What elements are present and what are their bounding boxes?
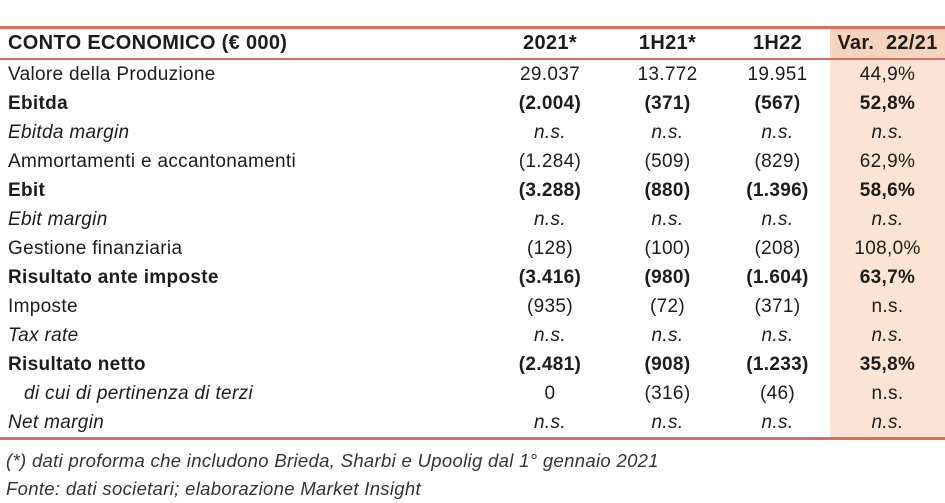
row-label: Risultato ante imposte — [8, 266, 219, 288]
table-row: Ebit (3.288) (880) (1.396) 58,6% — [0, 176, 945, 205]
cell-1h22: n.s. — [761, 208, 794, 230]
cell-1h21: n.s. — [651, 208, 684, 230]
cell-var-22-21: 52,8% — [830, 89, 945, 118]
cell-1h21: 13.772 — [637, 63, 698, 85]
top-margin — [0, 0, 945, 26]
column-header-2021: 2021* — [523, 32, 577, 54]
cell-2021: (2.004) — [518, 92, 582, 114]
cell-var-22-21: 62,9% — [830, 147, 945, 176]
footnote-source: Fonte: dati societari; elaborazione Mark… — [6, 478, 421, 499]
cell-2021: n.s. — [534, 208, 566, 230]
cell-1h22: 19.951 — [747, 63, 808, 85]
cell-1h21: (371) — [644, 92, 691, 114]
cell-1h21: (880) — [644, 179, 691, 201]
cell-2021: n.s. — [534, 411, 566, 433]
row-label: Ebit — [8, 179, 46, 201]
cell-2021: (3.288) — [518, 179, 582, 201]
cell-1h21: n.s. — [651, 324, 684, 346]
cell-var-22-21: 108,0% — [830, 234, 945, 263]
table-row: Ebit margin n.s. n.s. n.s. n.s. — [0, 205, 945, 234]
cell-2021: n.s. — [534, 121, 566, 143]
row-label: Imposte — [8, 295, 78, 317]
row-label: Net margin — [8, 411, 105, 433]
column-header-var: Var. 22/21 — [830, 29, 945, 58]
cell-2021: n.s. — [534, 324, 566, 346]
row-label: Tax rate — [8, 324, 79, 346]
cell-2021: (3.416) — [518, 266, 582, 288]
column-header-1h22: 1H22 — [752, 32, 803, 54]
cell-1h21: (509) — [644, 150, 691, 172]
row-label: Ebitda margin — [8, 121, 130, 143]
cell-1h22: (567) — [754, 92, 801, 114]
cell-1h22: (371) — [754, 295, 801, 317]
cell-2021: (935) — [527, 295, 573, 317]
cell-1h21: n.s. — [651, 411, 684, 433]
cell-1h22: n.s. — [761, 411, 794, 433]
table-row: di cui di pertinenza di terzi 0 (316) (4… — [0, 379, 945, 408]
top-rule — [0, 26, 945, 29]
cell-1h21: n.s. — [651, 121, 684, 143]
table-row: Valore della Produzione 29.037 13.772 19… — [0, 60, 945, 89]
row-label: Ebitda — [8, 92, 68, 114]
footnotes: (*) dati proforma che includono Brieda, … — [0, 440, 945, 503]
row-label: Valore della Produzione — [8, 63, 216, 85]
row-label: di cui di pertinenza di terzi — [24, 382, 253, 404]
cell-1h22: (1.396) — [746, 179, 809, 201]
cell-var-22-21: n.s. — [830, 292, 945, 321]
cell-1h21: (72) — [649, 295, 686, 317]
cell-1h22: (1.604) — [746, 266, 809, 288]
cell-var-22-21: n.s. — [830, 379, 945, 408]
cell-var-22-21: 35,8% — [830, 350, 945, 379]
table-title: CONTO ECONOMICO (€ 000) — [8, 32, 288, 54]
bottom-rule — [0, 437, 945, 440]
cell-1h22: (829) — [754, 150, 801, 172]
cell-var-22-21: 58,6% — [830, 176, 945, 205]
cell-2021: (1.284) — [518, 150, 582, 172]
table-row: Risultato netto (2.481) (908) (1.233) 35… — [0, 350, 945, 379]
table-row: Risultato ante imposte (3.416) (980) (1.… — [0, 263, 945, 292]
cell-var-22-21: n.s. — [830, 205, 945, 234]
table-row: Ammortamenti e accantonamenti (1.284) (5… — [0, 147, 945, 176]
cell-1h21: (100) — [644, 237, 691, 259]
cell-var-22-21: n.s. — [830, 118, 945, 147]
row-label: Gestione finanziaria — [8, 237, 183, 259]
row-label: Ebit margin — [8, 208, 108, 230]
cell-2021: 29.037 — [519, 63, 581, 85]
header-rule — [0, 58, 945, 60]
table-row: Imposte (935) (72) (371) n.s. — [0, 292, 945, 321]
cell-var-22-21: n.s. — [830, 321, 945, 350]
cell-1h21: (980) — [644, 266, 691, 288]
table-row: Ebitda margin n.s. n.s. n.s. n.s. — [0, 118, 945, 147]
table-row: Tax rate n.s. n.s. n.s. n.s. — [0, 321, 945, 350]
table-row: Gestione finanziaria (128) (100) (208) 1… — [0, 234, 945, 263]
cell-var-22-21: 44,9% — [830, 60, 945, 89]
cell-1h21: (908) — [644, 353, 691, 375]
cell-1h22: (46) — [759, 382, 796, 404]
cell-1h21: (316) — [644, 382, 691, 404]
cell-1h22: (1.233) — [746, 353, 809, 375]
table-header-row: CONTO ECONOMICO (€ 000) 2021* 1H21* 1H22… — [0, 29, 945, 58]
cell-var-22-21: 63,7% — [830, 263, 945, 292]
cell-1h22: n.s. — [761, 121, 794, 143]
row-label: Risultato netto — [8, 353, 146, 375]
cell-2021: (128) — [527, 237, 573, 259]
table-row: Net margin n.s. n.s. n.s. n.s. — [0, 408, 945, 437]
cell-2021: (2.481) — [518, 353, 582, 375]
cell-2021: 0 — [544, 382, 556, 404]
cell-var-22-21: n.s. — [830, 408, 945, 437]
table-row: Ebitda (2.004) (371) (567) 52,8% — [0, 89, 945, 118]
table-body: Valore della Produzione 29.037 13.772 19… — [0, 60, 945, 437]
column-header-1h21: 1H21* — [638, 32, 697, 54]
row-label: Ammortamenti e accantonamenti — [8, 150, 297, 172]
cell-1h22: n.s. — [761, 324, 794, 346]
footnote-proforma: (*) dati proforma che includono Brieda, … — [6, 450, 659, 471]
cell-1h22: (208) — [754, 237, 801, 259]
